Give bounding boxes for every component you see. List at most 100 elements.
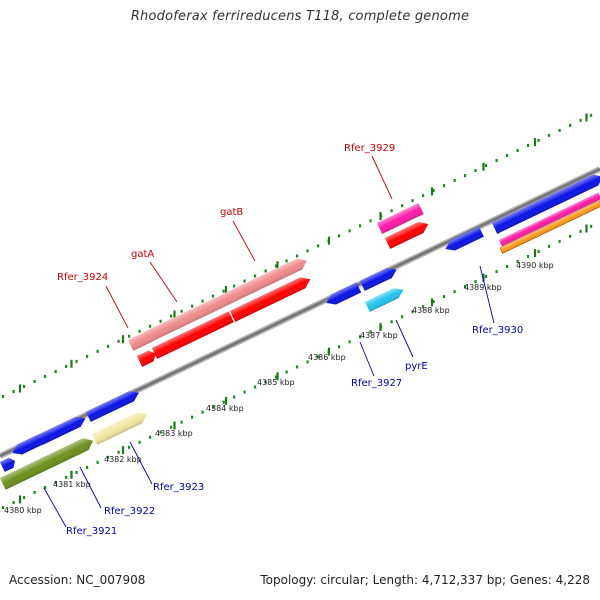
gene-blue-a	[326, 282, 362, 305]
gene-label-rfer-3924[interactable]: Rfer_3924	[57, 272, 108, 283]
ruler-dot-upper	[138, 329, 141, 333]
gene-gatb-red-shade	[230, 277, 311, 322]
ruler-dot-upper	[579, 118, 582, 122]
ruler-dot-upper	[180, 309, 183, 313]
gene-rfer-3929-red	[385, 222, 429, 249]
gene-label-gata[interactable]: gatA	[131, 249, 154, 260]
ruler-label-4390: 4390 kbp	[516, 261, 554, 270]
gene-pyre-shade	[365, 288, 404, 312]
gene-label-rfer-3922[interactable]: Rfer_3922	[104, 506, 155, 517]
ruler-dot-upper	[537, 138, 540, 142]
gene-gata-red	[152, 311, 234, 359]
ruler-dot-upper	[159, 319, 162, 323]
leader-rfer-3927	[359, 341, 375, 377]
ruler-dot-upper	[54, 369, 57, 373]
ruler-dot-lower	[548, 244, 551, 248]
ruler-dot-upper	[33, 379, 36, 383]
gene-orange-band	[499, 200, 600, 254]
ruler-dot-lower	[474, 280, 477, 284]
ruler-tick-marks	[18, 113, 588, 504]
ruler-dot-upper	[464, 174, 467, 178]
ruler-dot-lower	[506, 264, 509, 268]
accession-text: Accession: NC_007908	[9, 573, 146, 587]
ruler-dot-upper	[107, 344, 110, 348]
ruler-dot-lower	[359, 335, 362, 339]
leader-gatb	[232, 220, 256, 262]
ruler-dot-lower	[254, 385, 257, 389]
ruler-dot-upper	[243, 279, 246, 283]
ruler-dot-lower	[443, 295, 446, 299]
ruler-dot-upper	[527, 143, 530, 147]
gene-gatb-shade	[223, 258, 307, 305]
gene-gata	[144, 293, 231, 343]
ruler-dot-lower	[590, 224, 593, 228]
ruler-dot-lower	[453, 290, 456, 294]
gene-rfer-3929-red-shade	[385, 222, 429, 249]
ruler-label-4389: 4389 kbp	[464, 283, 502, 292]
ruler-dot-upper	[516, 148, 519, 152]
gene-label-rfer-3923[interactable]: Rfer_3923	[153, 482, 204, 493]
gene-blue-left-2-shade	[12, 434, 44, 455]
ruler-dot-lower	[191, 415, 194, 419]
gene-label-rfer-3921[interactable]: Rfer_3921	[66, 526, 117, 537]
gene-blue-left-2	[12, 434, 44, 455]
gene-label-rfer-3929[interactable]: Rfer_3929	[344, 143, 395, 154]
gene-magenta-band-shade	[499, 192, 600, 247]
ruler-dot-upper	[254, 274, 257, 278]
gene-blue-a-shade	[326, 282, 362, 305]
ruler-dot-upper	[96, 349, 99, 353]
ruler-dot-lower	[527, 254, 530, 258]
footer: Accession: NC_007908 Topology: circular;…	[0, 573, 600, 591]
gene-label-rfer-3930[interactable]: Rfer_3930	[472, 325, 523, 336]
gene-label-rfer-3927[interactable]: Rfer_3927	[351, 378, 402, 389]
ruler-dot-lower	[149, 435, 152, 439]
ruler-dot-upper	[201, 299, 204, 303]
ruler-dot-upper	[44, 374, 47, 378]
ruler-label-4387: 4387 kbp	[360, 331, 398, 340]
ruler-dot-upper	[443, 184, 446, 188]
gene-rfer-3924-lower-shade	[137, 350, 156, 367]
ruler-dot-upper	[590, 113, 593, 117]
ruler-dot-lower	[2, 506, 5, 510]
gene-blue-left-4	[86, 391, 139, 422]
gene-label-pyre[interactable]: pyrE	[405, 361, 428, 372]
gene-blue-b-shade	[360, 268, 397, 291]
ruler-dot-lower	[86, 465, 89, 469]
ruler-dot-upper	[23, 385, 26, 389]
gene-blue-d-shade	[492, 174, 600, 234]
gene-cream-band-shade	[92, 412, 147, 445]
gene-blue-c	[445, 226, 484, 251]
ruler-dot-upper	[558, 128, 561, 132]
ruler-dot-lower	[12, 501, 15, 505]
ruler-dot-upper	[117, 339, 120, 343]
ruler-dot-lower	[180, 420, 183, 424]
gene-blue-left-3-shade	[38, 416, 86, 445]
gene-blue-left-3	[38, 416, 86, 445]
ruler-dot-upper	[128, 334, 131, 338]
gene-label-gatb[interactable]: gatB	[220, 207, 243, 218]
leader-pyre	[395, 319, 414, 358]
ruler-dot-upper	[348, 229, 351, 233]
gene-blue-b	[360, 268, 397, 291]
ruler-labels: 4380 kbp 4381 kbp 4382 kbp 4383 kbp 4384…	[4, 261, 554, 515]
gene-orange-band-shade	[500, 200, 600, 254]
ruler-dot-upper	[149, 324, 152, 328]
ruler-dot-upper	[317, 244, 320, 248]
ruler-dot-upper	[275, 264, 278, 268]
ruler-dot-lower	[579, 229, 582, 233]
ruler-dot-upper	[569, 123, 572, 127]
ruler-dot-lower	[138, 440, 141, 444]
gene-blue-left-1	[0, 457, 16, 472]
ruler-dot-lower	[243, 390, 246, 394]
gene-gatb	[223, 258, 307, 305]
ruler-dot-upper	[233, 284, 236, 288]
gene-cream-band	[92, 412, 147, 445]
topology-text: Topology: circular; Length: 4,712,337 bp…	[260, 573, 590, 587]
ruler-dot-lower	[464, 285, 467, 289]
ruler-dot-lower	[128, 445, 131, 449]
ruler-dot-upper	[296, 254, 299, 258]
leader-rfer-3929	[371, 155, 393, 200]
label-leader-lines	[43, 155, 495, 528]
ruler-dot-lower	[422, 305, 425, 309]
ruler-dot-upper	[2, 395, 5, 399]
